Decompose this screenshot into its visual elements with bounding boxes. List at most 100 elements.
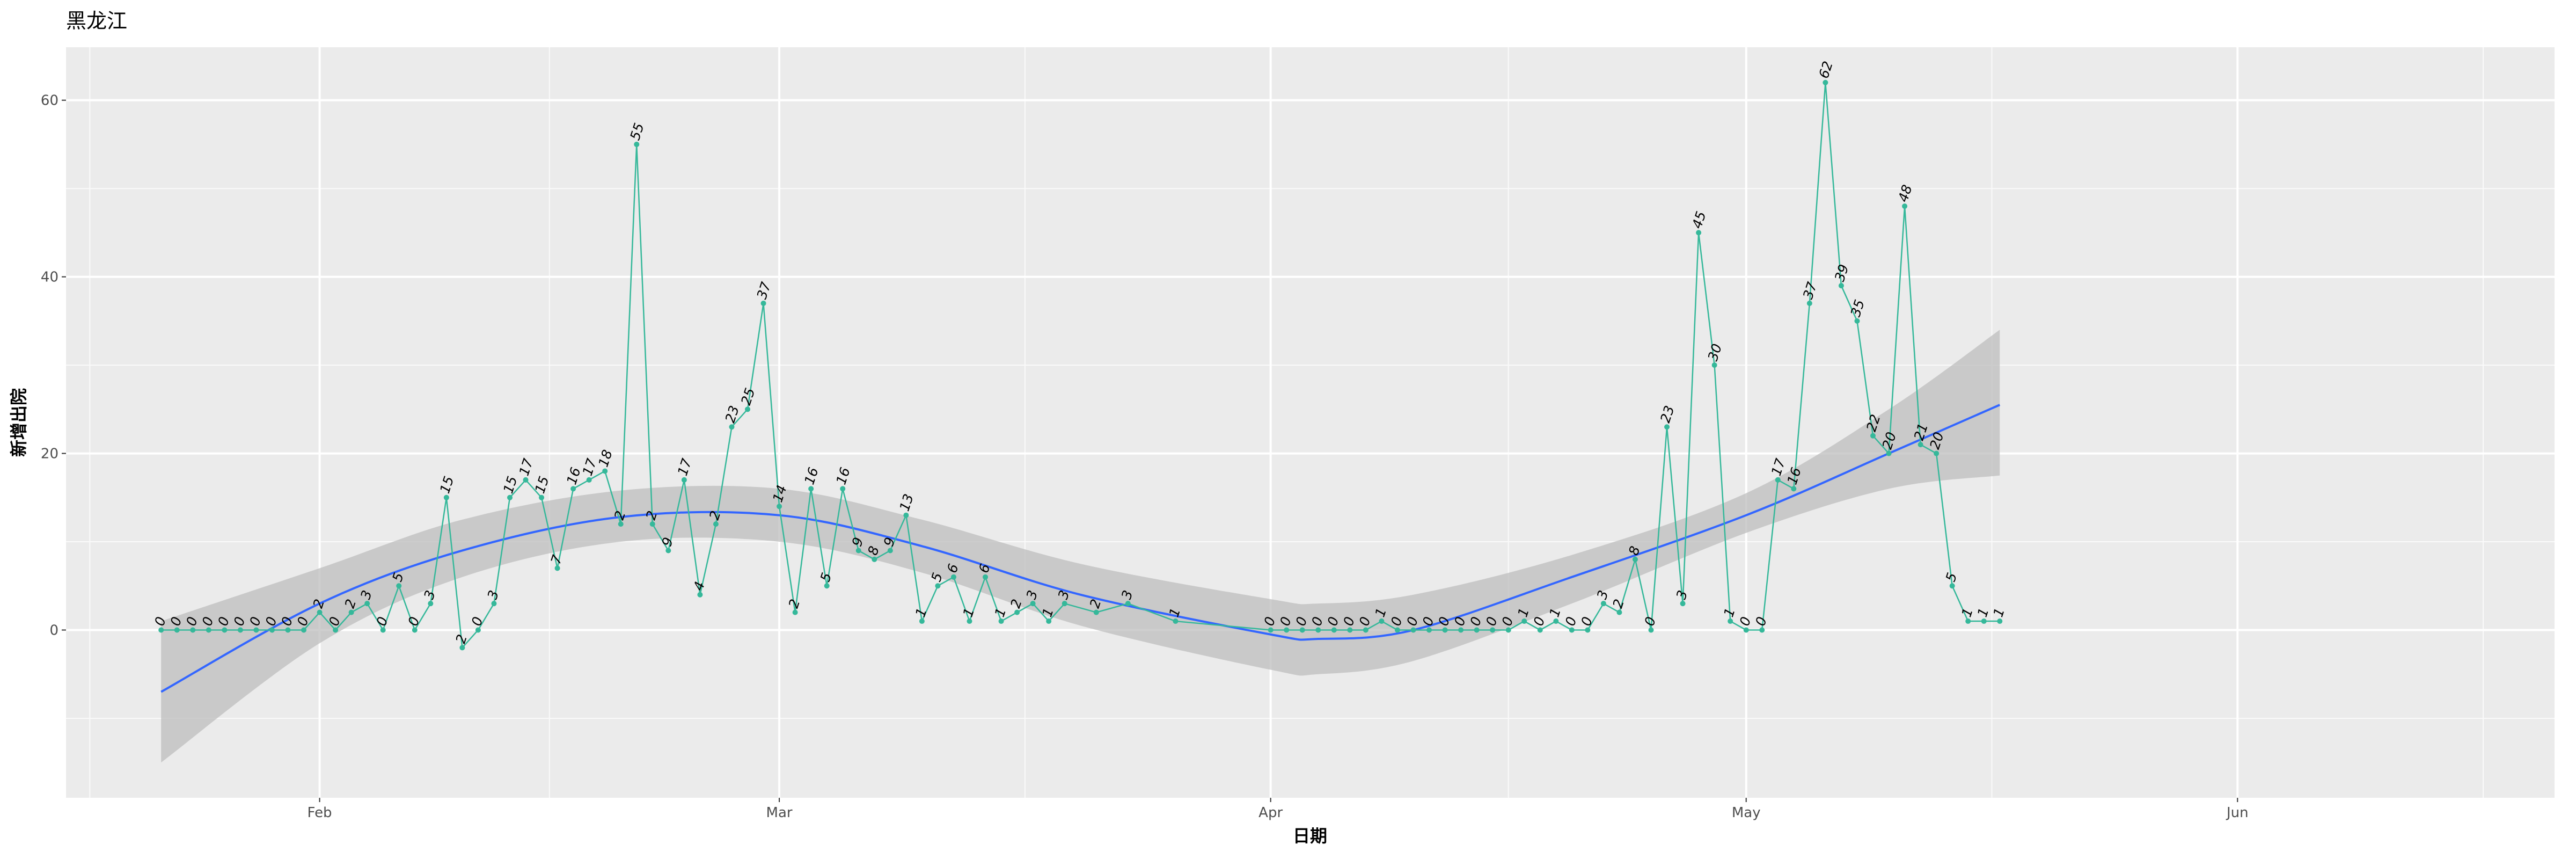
x-tick-label: Jun xyxy=(2226,805,2249,821)
series-segment xyxy=(731,409,748,428)
data-point xyxy=(1648,627,1654,633)
data-point xyxy=(1062,601,1067,607)
data-point xyxy=(1949,583,1955,589)
data-point xyxy=(507,494,513,500)
data-point xyxy=(443,494,449,500)
confidence-band-layer xyxy=(161,330,2000,763)
series-segment xyxy=(1920,444,1937,454)
data-point xyxy=(1806,300,1812,306)
data-point xyxy=(206,627,211,633)
series-segment xyxy=(763,303,780,507)
series-segment xyxy=(398,585,415,630)
data-point xyxy=(681,477,687,483)
data-point xyxy=(428,601,434,607)
data-point xyxy=(967,618,972,624)
series-segment xyxy=(874,550,891,560)
series-segment xyxy=(969,577,986,622)
series-segment xyxy=(351,603,368,613)
data-point xyxy=(1347,627,1353,633)
data-point xyxy=(1537,627,1543,633)
data-point xyxy=(1299,627,1305,633)
data-point xyxy=(586,477,592,483)
series-segment xyxy=(1682,232,1700,604)
series-segment xyxy=(1951,585,1969,622)
series-segment xyxy=(921,585,939,622)
series-segment xyxy=(1048,603,1065,622)
data-point xyxy=(1870,433,1876,439)
y-tick-label: 40 xyxy=(41,270,58,286)
data-point xyxy=(523,477,529,483)
series-segment xyxy=(953,577,970,622)
series-segment xyxy=(1856,321,1874,436)
data-point xyxy=(1791,486,1797,492)
data-point xyxy=(1711,362,1717,368)
data-point xyxy=(396,583,402,589)
series-segment xyxy=(636,144,654,525)
data-point xyxy=(1046,618,1052,624)
data-point xyxy=(1775,477,1781,483)
data-point xyxy=(1934,450,1940,456)
data-point xyxy=(1363,627,1368,633)
series-segment xyxy=(747,303,764,410)
series-segment xyxy=(525,479,542,498)
data-point xyxy=(1014,609,1020,615)
series-segment xyxy=(1064,602,1097,613)
series-segment xyxy=(1540,620,1556,631)
data-point xyxy=(1632,556,1638,562)
series-segment xyxy=(1032,603,1050,622)
series-segment xyxy=(509,479,526,498)
data-point xyxy=(554,565,560,571)
data-point xyxy=(333,627,339,633)
data-point xyxy=(253,627,259,633)
series-segment xyxy=(1634,559,1652,630)
series-segment xyxy=(589,470,605,481)
data-point xyxy=(285,627,291,633)
series-segment xyxy=(984,577,1002,622)
series-segment xyxy=(1714,365,1731,622)
data-point xyxy=(1585,627,1591,633)
data-point xyxy=(1284,627,1290,633)
data-point xyxy=(634,141,640,147)
series-segment xyxy=(1697,232,1715,366)
data-point xyxy=(317,609,323,615)
data-point xyxy=(1600,601,1606,607)
data-point xyxy=(158,627,164,633)
x-tick-label: Apr xyxy=(1258,805,1283,821)
series-segment xyxy=(1619,559,1636,613)
series-segment xyxy=(905,515,923,622)
series-segment xyxy=(1000,612,1018,622)
data-point xyxy=(697,592,703,598)
data-point xyxy=(1458,627,1464,633)
data-point xyxy=(713,521,719,527)
series-segment xyxy=(699,523,717,595)
data-point xyxy=(237,627,243,633)
data-point xyxy=(649,521,655,527)
data-point xyxy=(602,468,608,474)
data-point xyxy=(1854,318,1860,324)
data-point xyxy=(1743,627,1749,633)
data-point xyxy=(618,521,624,527)
x-axis: Feb Mar Apr May Jun xyxy=(308,798,2249,821)
data-point xyxy=(935,583,941,589)
data-point xyxy=(1442,627,1448,633)
series-segment xyxy=(1508,620,1525,631)
series-segment xyxy=(842,489,859,551)
y-tick-label: 20 xyxy=(41,446,58,462)
data-point xyxy=(1616,609,1622,615)
series-segment xyxy=(430,497,448,604)
data-point xyxy=(1490,627,1496,633)
series-segment xyxy=(826,489,844,586)
data-point xyxy=(1331,627,1337,633)
data-point xyxy=(1902,203,1908,209)
data-point xyxy=(190,627,196,633)
series-segment xyxy=(715,427,733,525)
data-point xyxy=(777,504,782,509)
plot-panel xyxy=(66,47,2555,798)
data-point xyxy=(1680,601,1686,607)
data-point xyxy=(745,406,751,412)
series-segment xyxy=(1603,603,1620,613)
data-point xyxy=(539,494,545,500)
series-segment xyxy=(778,506,796,613)
data-point xyxy=(1569,627,1575,633)
